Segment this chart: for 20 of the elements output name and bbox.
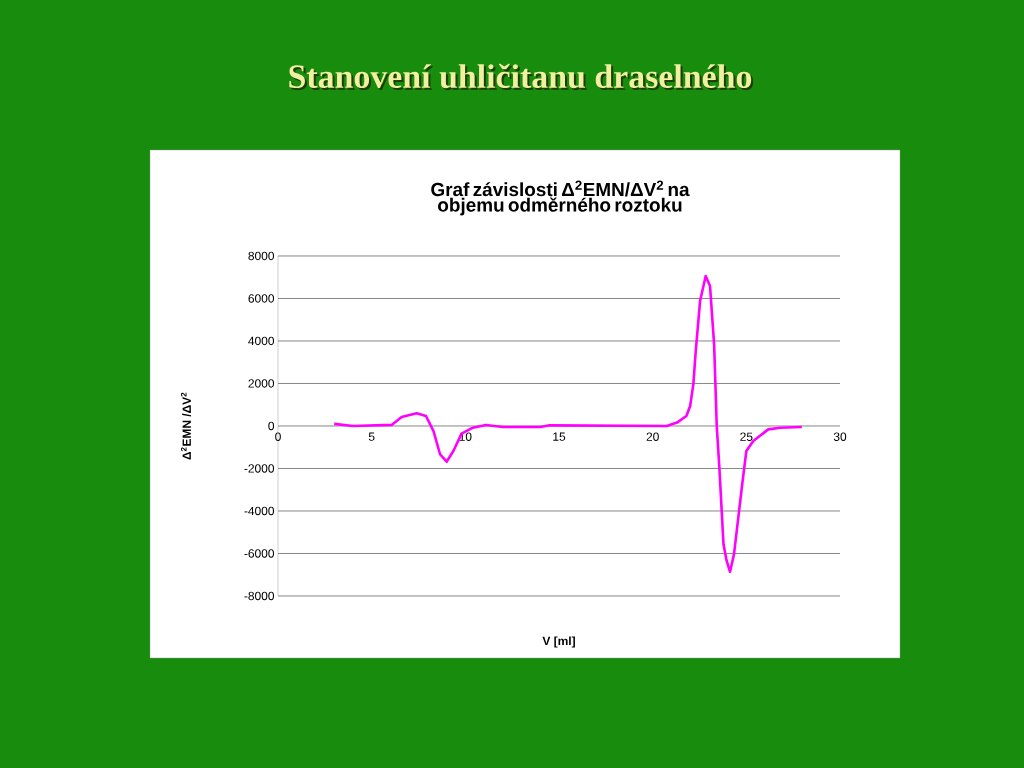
x-tick-label: 5 <box>368 432 375 441</box>
x-tick-label: 20 <box>646 432 659 441</box>
x-tick-label: 0 <box>275 432 281 441</box>
y-axis-title: Δ$^{2}$EMN /ΔV$^{2}$ <box>180 392 192 460</box>
x-axis-title: V [ml] <box>542 636 575 648</box>
x-tick-label: 25 <box>740 432 753 441</box>
y-tick-label: 8000 <box>248 251 275 261</box>
y-tick-label: -4000 <box>244 506 275 516</box>
x-tick-label: 30 <box>833 432 847 441</box>
x-tick-label: 15 <box>553 432 566 441</box>
chart-subtitle: Graf závislosti Δ$^{2}$EMN/ΔV$^{2}$ na objemu odměrného roztoku <box>431 180 690 216</box>
y-tick-label: 2000 <box>248 379 275 388</box>
line-series <box>332 274 804 574</box>
y-tick-label: 6000 <box>248 294 275 303</box>
y-tick-label: 4000 <box>248 336 275 346</box>
y-tick-label: 0 <box>268 421 275 431</box>
y-tick-label: -2000 <box>244 464 275 473</box>
chart-title: Stanovení uhličitanu draselného <box>291 65 754 91</box>
y-tick-label: -6000 <box>244 549 275 558</box>
y-tick-label: -8000 <box>244 591 275 601</box>
